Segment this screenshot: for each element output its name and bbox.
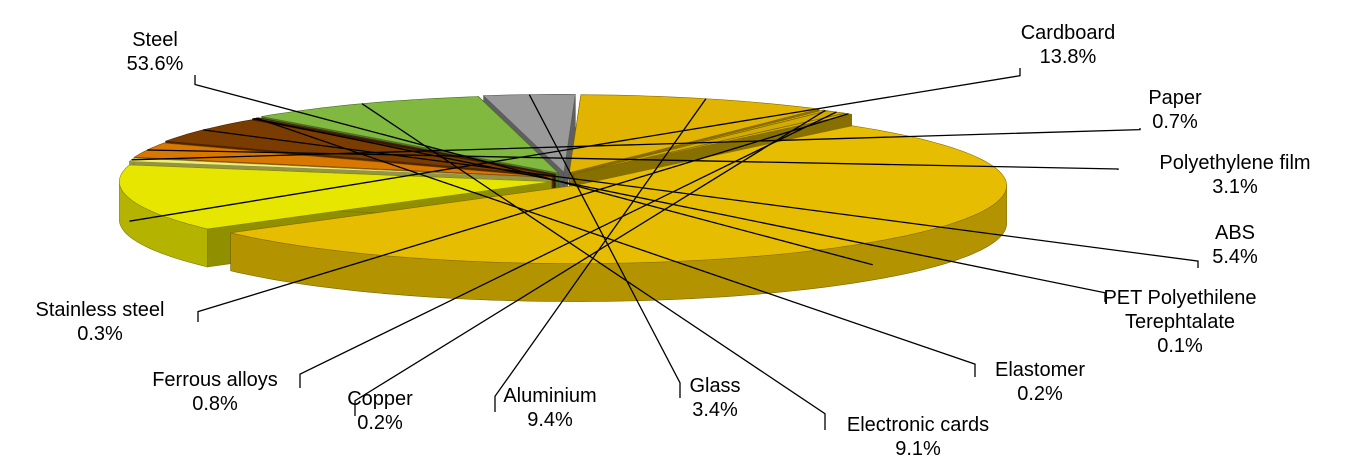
value-label: 53.6% [126,53,184,75]
leader-line [203,129,1199,268]
value-label: 9.4% [527,409,573,431]
value-label: 3.4% [692,399,738,421]
leader-line [256,117,976,377]
leader-line [361,103,826,430]
value-label: 0.7% [1152,111,1198,133]
leader-line [147,149,1119,170]
category: Polyethylene film [1159,152,1311,174]
leader-line [131,128,1141,161]
category: ABS [1214,222,1256,244]
slice-label: PET Polyethilene Terephtalate 0.1% [1075,286,1285,358]
slice-label: Stainless steel 0.3% [36,298,165,346]
leader-line [253,118,1106,302]
value-label: 9.1% [895,438,941,460]
category: Elastomer [994,359,1086,381]
value-label: 13.8% [1039,46,1097,68]
slice-label: Cardboard 13.8% [1021,21,1116,69]
category: Paper [1148,87,1202,109]
slice-label: Glass 3.4% [689,374,740,422]
leader-line [494,98,707,412]
category: Ferrous alloys [152,369,278,391]
slice-top [230,125,1007,264]
value-label: 0.1% [1157,335,1203,357]
leader-line [197,113,849,322]
slice-label: Aluminium 9.4% [503,384,596,432]
category: Electronic cards [846,414,990,436]
slice-top [569,94,820,174]
slice-label: Electronic cards 9.1% [847,413,989,461]
category: Aluminium [503,385,597,407]
category: Cardboard [1020,22,1116,44]
value-label: 0.3% [77,323,123,345]
leader-line [299,111,837,388]
value-label: 0.2% [357,412,403,434]
slice-label: Steel 53.6% [127,28,184,76]
category: PET Polyethilene Terephtalate [1103,287,1257,333]
slice-label: Paper 0.7% [1148,86,1201,134]
category: Steel [132,29,178,51]
slice-label: Ferrous alloys 0.8% [152,368,278,416]
slice-label: Elastomer 0.2% [995,358,1085,406]
value-label: 0.2% [1017,383,1063,405]
slice-label: Polyethylene film 3.1% [1159,151,1310,199]
leader-line [528,94,681,398]
category: Copper [347,388,413,410]
category: Stainless steel [35,299,165,321]
slice-top [119,164,552,230]
leader-line [129,68,1021,222]
category: Glass [689,375,741,397]
value-label: 3.1% [1212,176,1258,198]
leader-line [354,109,826,416]
slice-label: ABS 5.4% [1212,221,1258,269]
slice-label: Copper 0.2% [347,387,413,435]
value-label: 0.8% [192,393,238,415]
value-label: 5.4% [1212,246,1258,268]
